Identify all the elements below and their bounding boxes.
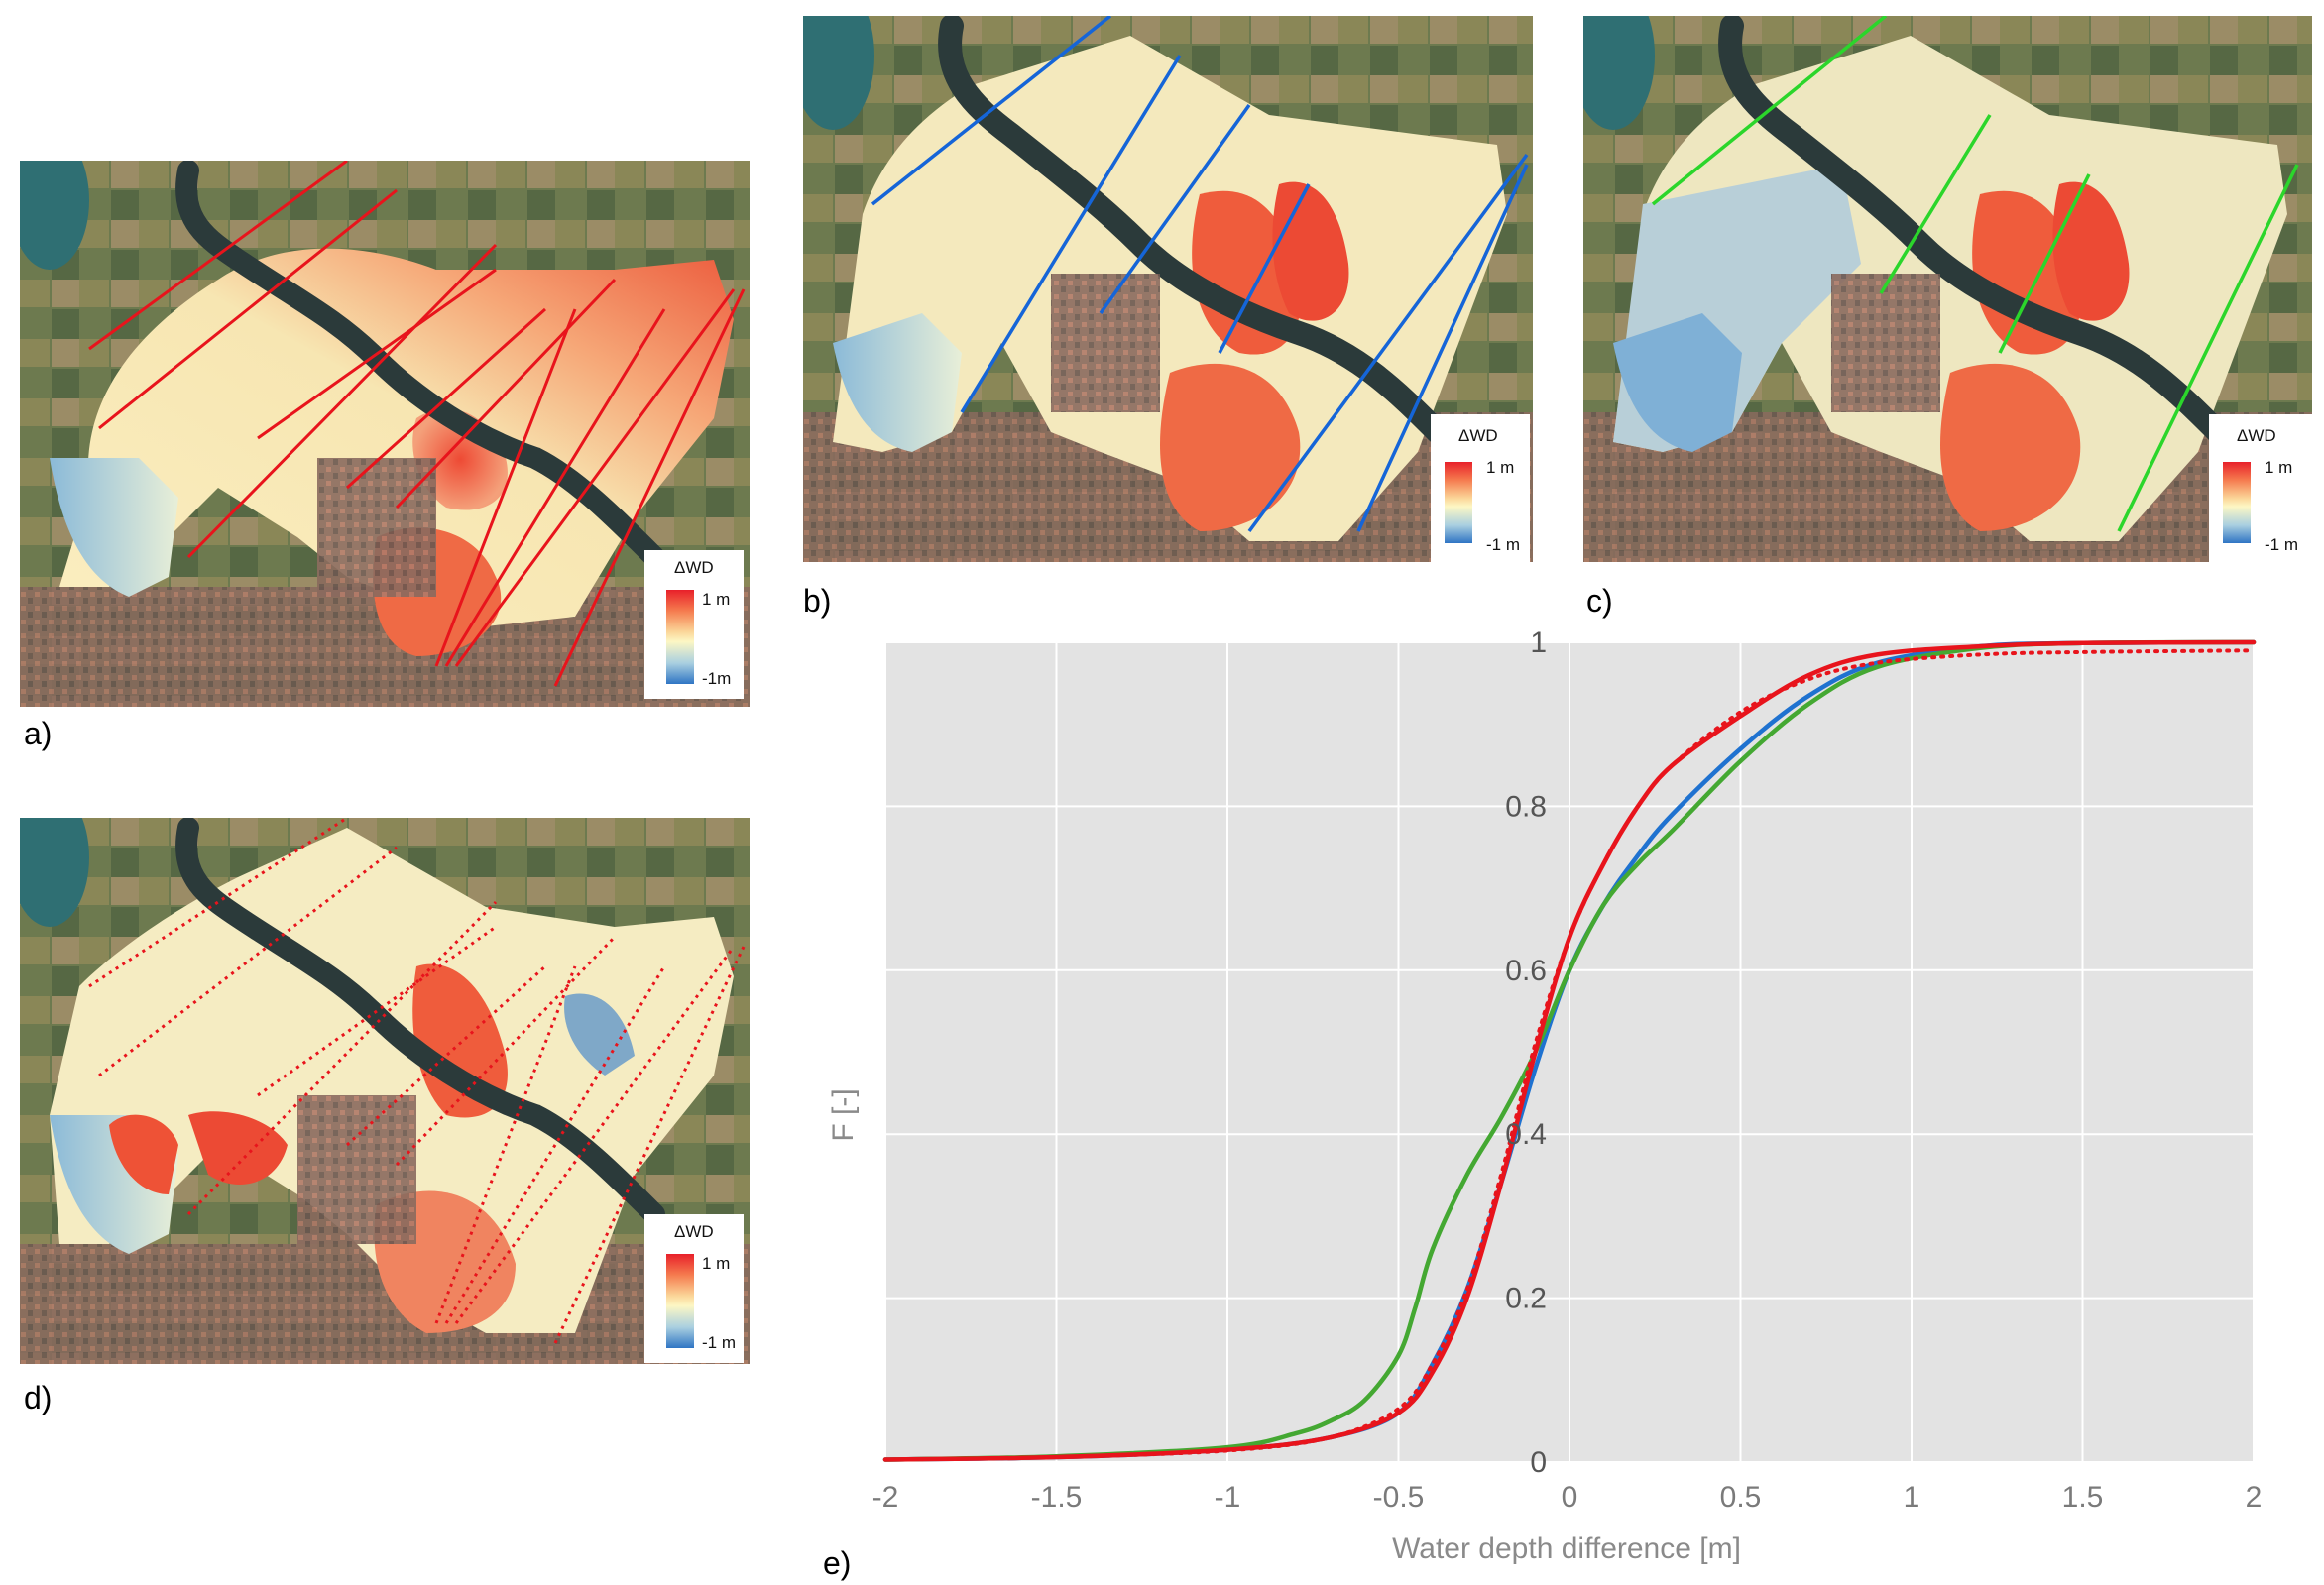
x-tick-label: 0.5 bbox=[1720, 1481, 1762, 1514]
y-tick-label: 1 bbox=[1530, 626, 1547, 659]
map-panel-d bbox=[20, 818, 750, 1364]
legend-title: ΔWD bbox=[674, 558, 714, 577]
transect-lines bbox=[88, 818, 746, 1344]
legend-d: ΔWD 1 m -1 m bbox=[644, 1214, 744, 1363]
panel-label-a: a) bbox=[24, 716, 53, 751]
series-line-a bbox=[882, 639, 2257, 1462]
y-tick-label: 0.6 bbox=[1505, 955, 1547, 987]
x-tick-label: 2 bbox=[2246, 1481, 2263, 1514]
panel-label-e: e) bbox=[823, 1545, 851, 1581]
legend-max: 1 m bbox=[1486, 458, 1515, 477]
y-tick-label: 0.4 bbox=[1505, 1118, 1547, 1151]
transect-lines bbox=[871, 16, 1529, 533]
panel-label-d: d) bbox=[24, 1380, 53, 1415]
legend-colorbar bbox=[1445, 462, 1472, 543]
x-tick-label: 1.5 bbox=[2062, 1481, 2104, 1514]
legend-max: 1 m bbox=[2265, 458, 2293, 477]
x-tick-labels: -2 -1.5 -1 -0.5 0 0.5 1 1.5 2 bbox=[872, 1481, 2263, 1514]
legend-title: ΔWD bbox=[2237, 426, 2276, 445]
legend-colorbar bbox=[666, 590, 694, 684]
x-axis-label: Water depth difference [m] bbox=[1392, 1532, 1741, 1565]
map-panel-b bbox=[803, 16, 1533, 562]
series-group bbox=[882, 639, 2257, 1462]
panel-label-c: c) bbox=[1586, 583, 1613, 619]
legend-min: -1 m bbox=[2265, 535, 2298, 554]
panel-label-b: b) bbox=[803, 583, 832, 619]
x-tick-label: 1 bbox=[1904, 1481, 1920, 1514]
x-tick-label: -0.5 bbox=[1373, 1481, 1425, 1514]
legend-c: ΔWD 1 m -1 m bbox=[2209, 414, 2312, 563]
legend-colorbar bbox=[666, 1254, 694, 1348]
y-tick-label: 0.8 bbox=[1505, 790, 1547, 823]
legend-a: ΔWD 1 m -1m bbox=[644, 550, 744, 699]
x-tick-label: -1 bbox=[1215, 1481, 1241, 1514]
flood-area bbox=[59, 248, 734, 627]
lake bbox=[20, 161, 89, 270]
legend-colorbar bbox=[2223, 462, 2251, 543]
legend-min: -1 m bbox=[1486, 535, 1520, 554]
legend-min: -1m bbox=[702, 669, 732, 688]
map-panel-a bbox=[20, 161, 750, 707]
y-tick-labels: 0 0.2 0.4 0.6 0.8 1 bbox=[1505, 626, 1547, 1479]
legend-title: ΔWD bbox=[674, 1222, 714, 1241]
legend-max: 1 m bbox=[702, 590, 731, 609]
y-tick-label: 0 bbox=[1530, 1446, 1547, 1479]
legend-min: -1 m bbox=[702, 1333, 736, 1352]
x-tick-label: -1.5 bbox=[1031, 1481, 1083, 1514]
x-tick-label: -2 bbox=[872, 1481, 899, 1514]
x-tick-label: 0 bbox=[1562, 1481, 1578, 1514]
legend-title: ΔWD bbox=[1458, 426, 1498, 445]
legend-max: 1 m bbox=[702, 1254, 731, 1273]
y-tick-label: 0.2 bbox=[1505, 1283, 1547, 1315]
transect-lines bbox=[1651, 16, 2299, 532]
river bbox=[175, 161, 665, 568]
y-axis-label: F [-] bbox=[827, 1088, 860, 1141]
grid bbox=[884, 641, 2255, 1463]
map-panel-c bbox=[1583, 16, 2312, 562]
transect-lines bbox=[88, 161, 746, 687]
legend-b: ΔWD 1 m -1 m bbox=[1431, 414, 1530, 563]
